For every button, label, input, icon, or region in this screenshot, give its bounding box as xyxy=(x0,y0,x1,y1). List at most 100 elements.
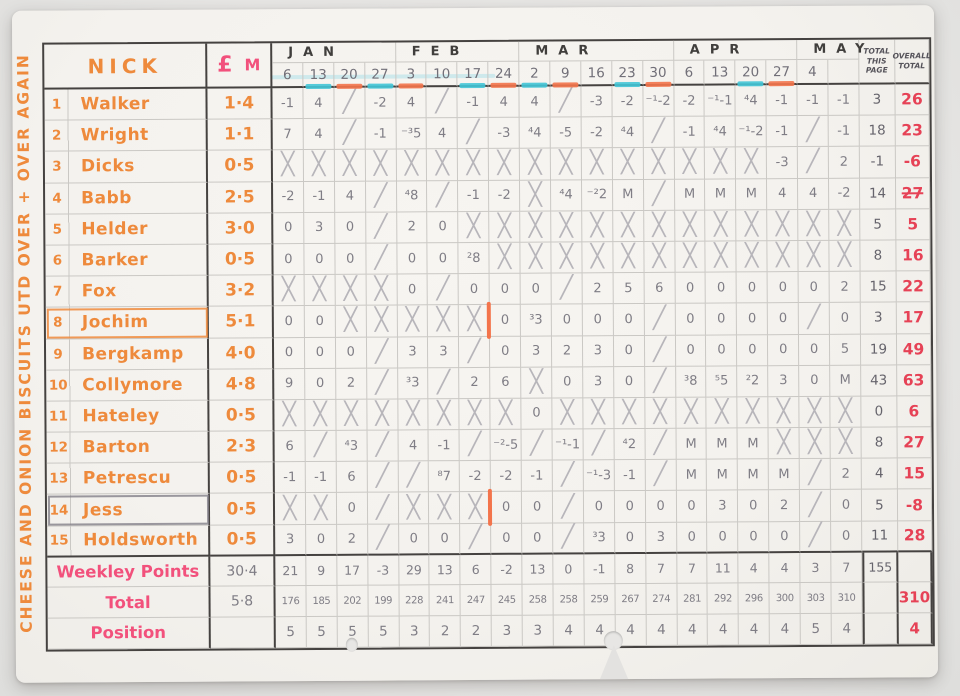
footer-label: Weekley Points xyxy=(47,556,211,589)
week-cell: -1 xyxy=(766,116,798,148)
week-cell: 0 xyxy=(429,523,461,556)
week-cell: ╳ xyxy=(581,148,613,180)
week-cell: ╱ xyxy=(367,524,399,556)
footer-label: Position xyxy=(47,617,211,650)
week-cell: -2 xyxy=(674,85,706,117)
date-header: 16 xyxy=(581,61,613,87)
footer-week-cell: 241 xyxy=(429,585,462,617)
week-cell: 0 xyxy=(676,522,708,554)
month-header-may: MAY xyxy=(797,39,875,61)
player-price: 5·1 xyxy=(208,306,274,339)
player-name: Fox xyxy=(81,281,117,302)
week-cell: ³3 xyxy=(397,367,429,400)
player-row-name: 10 Collymore xyxy=(46,369,210,402)
week-cell: ╳ xyxy=(396,149,428,182)
week-cell: ╳ xyxy=(520,211,552,243)
week-cell: ⁻¹-1 xyxy=(552,429,584,461)
column-header-price: £ M xyxy=(207,43,273,89)
week-cell: 2 xyxy=(396,212,428,244)
overall-cell: 22 xyxy=(896,271,931,303)
week-cell: ╳ xyxy=(397,305,429,337)
week-cell: ⁴4 xyxy=(519,117,551,150)
week-cell: ╳ xyxy=(304,274,336,307)
player-number: 4 xyxy=(52,190,62,207)
week-cell: ╱ xyxy=(459,336,491,368)
date-header: 3 xyxy=(395,62,427,88)
week-cell: ╳ xyxy=(674,241,707,273)
week-cell: 0 xyxy=(767,272,799,304)
player-name: Walker xyxy=(80,94,150,115)
week-cell: 2 xyxy=(830,458,862,491)
week-cell: ╳ xyxy=(274,399,306,432)
footer-week-cell: 4 xyxy=(677,614,709,646)
footer-week-cell: 258 xyxy=(522,584,554,616)
week-cell: ╳ xyxy=(366,305,398,338)
footer-week-cell: -3 xyxy=(367,555,400,587)
week-cell: 0 xyxy=(305,524,338,556)
week-cell: 0 xyxy=(675,272,707,305)
week-cell: 0 xyxy=(491,492,523,524)
date-header: 27 xyxy=(766,60,798,86)
week-cell: 3 xyxy=(521,336,553,368)
week-cell: 7 xyxy=(272,119,304,151)
footer-week-cell: 7 xyxy=(831,552,863,584)
week-cell: ⁴4 xyxy=(735,85,767,117)
week-cell: ⁻¹-2 xyxy=(735,116,768,148)
week-cell: 0 xyxy=(491,523,523,555)
week-cell: ╳ xyxy=(365,149,397,182)
week-cell: ╱ xyxy=(367,461,399,494)
player-name: Bergkamp xyxy=(81,343,184,364)
week-cell: -1 xyxy=(365,118,397,151)
overall-cell: 26 xyxy=(895,84,930,116)
footer-week-cell: 3 xyxy=(491,615,523,647)
footer-week-cell: 6 xyxy=(460,554,492,586)
week-cell: ╱ xyxy=(334,118,366,151)
week-cell: ╳ xyxy=(706,397,738,429)
player-price: 0·5 xyxy=(207,150,274,183)
player-name: Holdsworth xyxy=(83,529,199,551)
week-cell: ╱ xyxy=(398,461,430,493)
week-cell: ╳ xyxy=(520,180,552,212)
week-cell: 0 xyxy=(489,273,521,306)
week-cell: 0 xyxy=(675,335,707,367)
week-cell: 4 xyxy=(334,181,366,213)
week-cell: ╳ xyxy=(736,209,768,242)
player-name: Jochim xyxy=(81,312,149,333)
week-cell: ╳ xyxy=(613,241,645,274)
week-cell: 0 xyxy=(582,304,614,336)
week-cell: ╳ xyxy=(643,210,675,242)
date-header: 24 xyxy=(488,61,520,87)
week-cell: 4 xyxy=(488,86,520,119)
footer-week-cell: 296 xyxy=(738,583,770,615)
week-cell: ╳ xyxy=(303,150,335,182)
page-total-cell: 8 xyxy=(860,240,897,272)
player-name: Petrescu xyxy=(82,468,172,489)
page-total-cell: 5 xyxy=(861,489,899,522)
week-cell: 0 xyxy=(490,336,522,368)
week-cell: ³3 xyxy=(584,522,616,555)
week-cell: 0 xyxy=(613,304,645,336)
week-cell: 0 xyxy=(522,523,554,555)
footer-week-cell: 3 xyxy=(522,615,554,647)
footer-week-cell: 292 xyxy=(707,583,740,615)
date-header: 10 xyxy=(426,62,458,88)
week-cell: ╳ xyxy=(460,492,492,524)
week-cell: ╳ xyxy=(705,241,737,273)
week-cell: 3 xyxy=(645,522,677,554)
page-total-cell: 0 xyxy=(861,396,898,428)
footer-week-cell: 267 xyxy=(615,584,647,616)
week-cell: ╳ xyxy=(335,305,367,338)
week-cell: ╱ xyxy=(552,491,585,524)
week-cell: ╱ xyxy=(457,118,490,150)
week-cell: 2 xyxy=(459,367,491,399)
week-cell: ╳ xyxy=(521,367,553,399)
player-row-name: 1 Walker xyxy=(44,88,208,121)
week-cell: 0 xyxy=(831,521,863,553)
week-cell: -2 xyxy=(490,460,523,493)
week-cell: M xyxy=(707,459,739,492)
week-cell: ╳ xyxy=(398,492,430,525)
footer-price xyxy=(210,617,276,649)
week-cell: ⁴8 xyxy=(396,180,428,213)
page-total-cell: 4 xyxy=(861,458,898,491)
week-cell: -2 xyxy=(829,178,861,210)
